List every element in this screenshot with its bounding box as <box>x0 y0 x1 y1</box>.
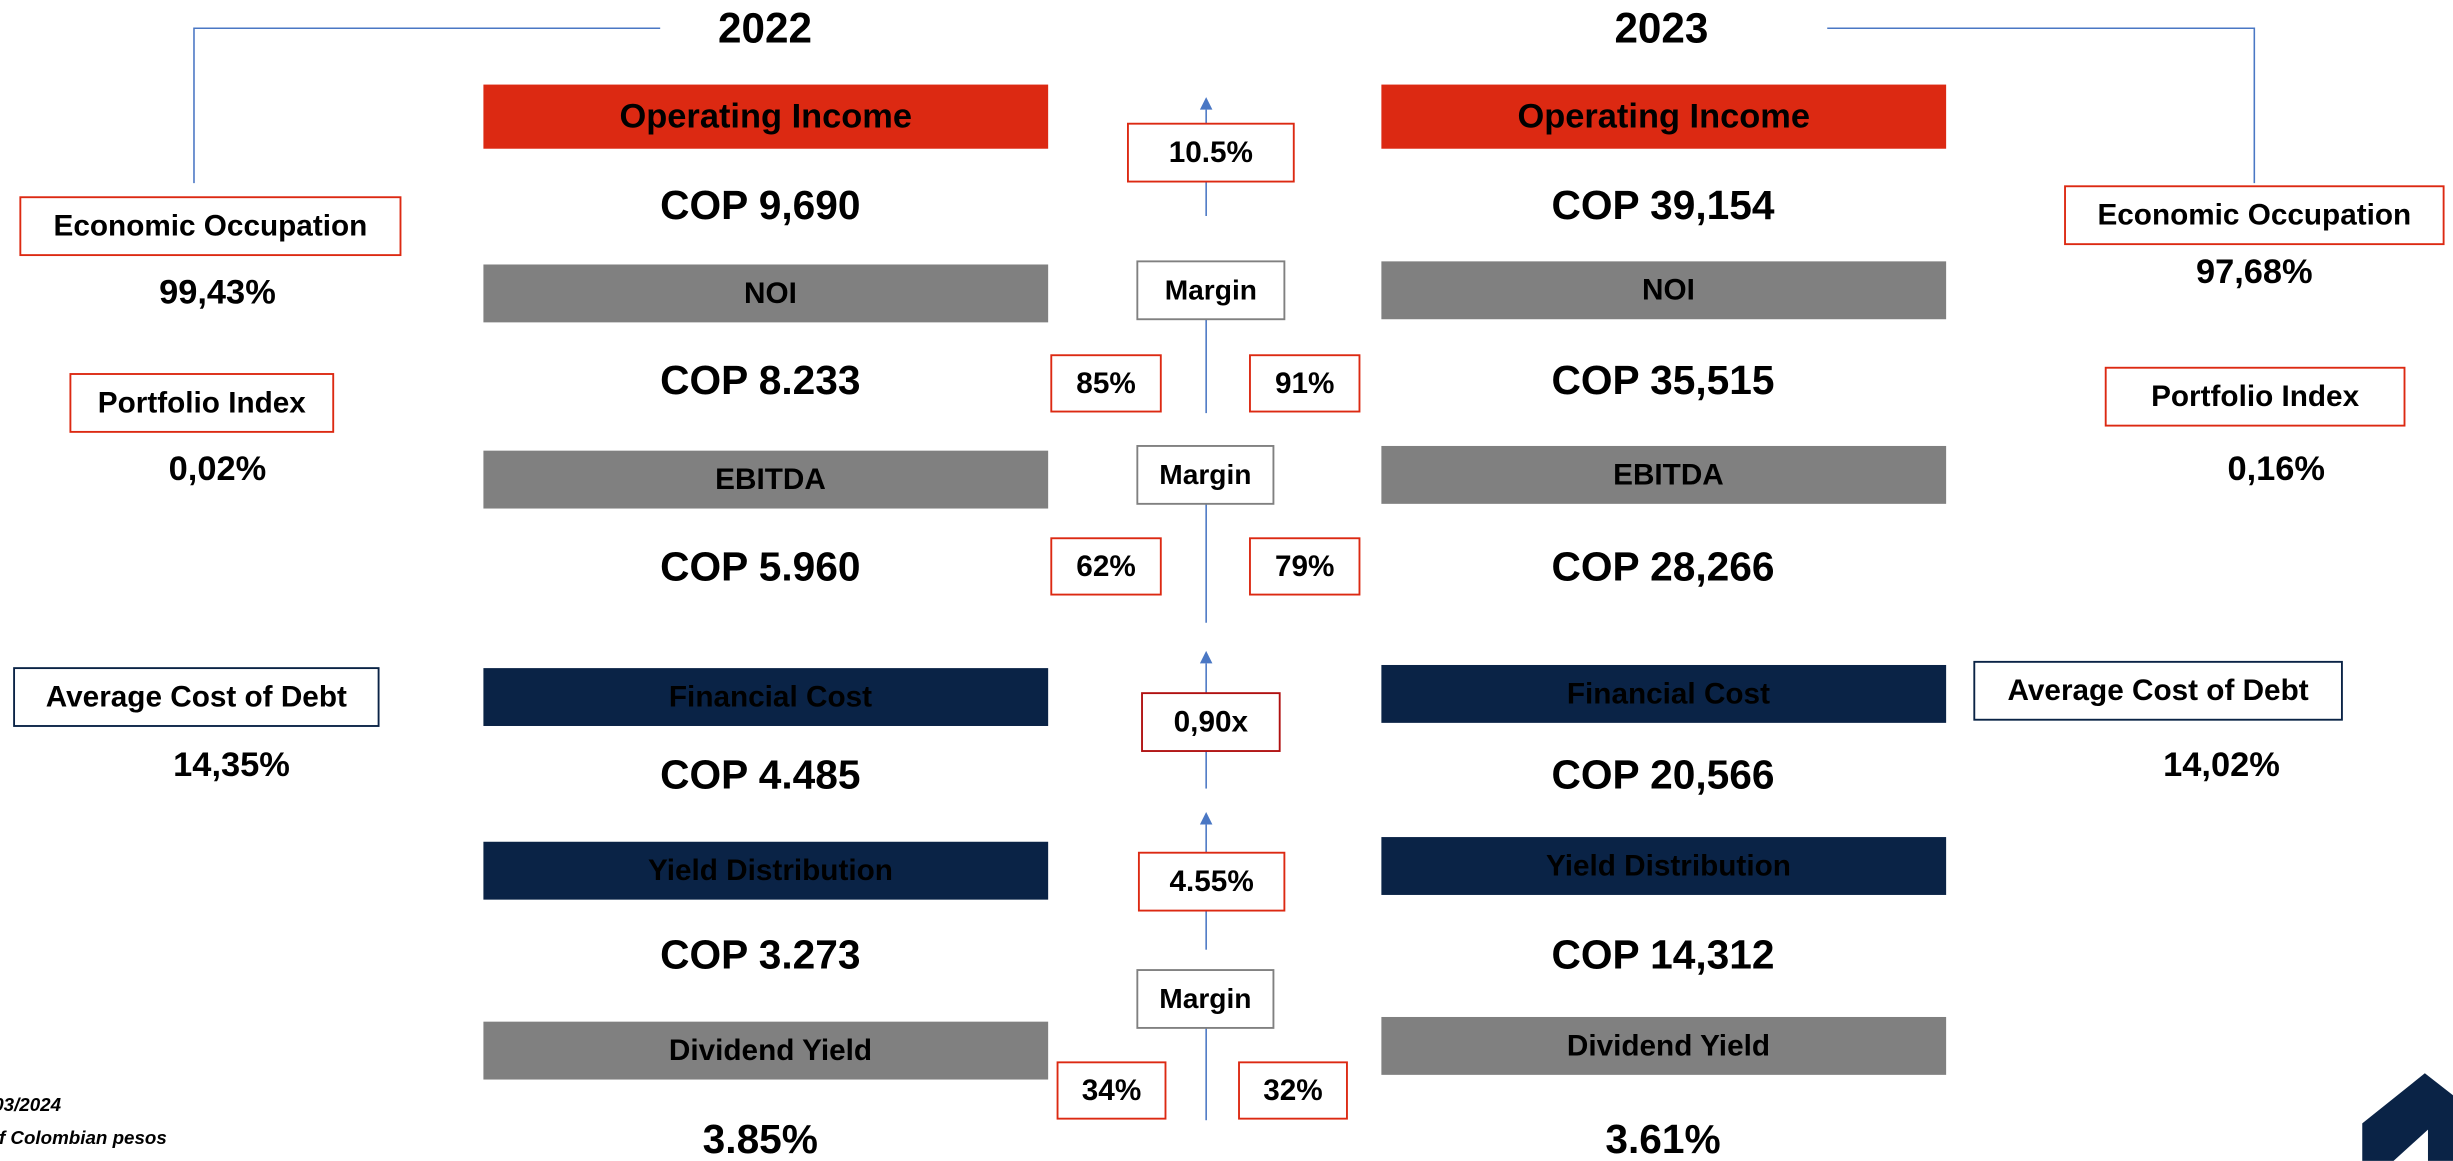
side-value: 97,68% <box>2196 253 2313 291</box>
metric-value: COP 35,515 <box>1551 357 1774 403</box>
label-box <box>1050 537 1162 596</box>
box-label: 4.55% <box>1169 865 1253 898</box>
metric-bar <box>483 668 1049 726</box>
box-label: Economic Occupation <box>2097 199 2411 232</box>
box-label: 85% <box>1076 367 1135 400</box>
metric-label: Yield Distribution <box>648 854 893 887</box>
label-box <box>1050 354 1162 413</box>
metric-bar <box>1381 664 1947 723</box>
side-value: 0,02% <box>169 450 267 488</box>
label-box <box>1137 851 1286 912</box>
label-box <box>19 196 402 257</box>
metric-bar <box>483 450 1049 509</box>
side-value: 0,16% <box>2227 450 2325 488</box>
label-box <box>1056 1061 1167 1120</box>
label-box <box>1141 692 1281 752</box>
metric-value: COP 39,154 <box>1551 182 1774 228</box>
box-label: 79% <box>1275 550 1334 583</box>
label-box <box>2064 185 2445 246</box>
label-box <box>1249 537 1361 596</box>
metric-bar <box>1381 837 1947 895</box>
side-value: 14,35% <box>173 746 290 784</box>
label-box <box>2104 366 2406 427</box>
label-box <box>1973 660 2343 721</box>
footnote: te: 31/03/2024 <box>0 1094 62 1115</box>
metric-bar <box>483 84 1049 149</box>
metric-label: Dividend Yield <box>1567 1029 1770 1062</box>
metric-bar <box>483 1021 1049 1080</box>
metric-label: NOI <box>1642 274 1695 307</box>
logo <box>2362 1073 2453 1161</box>
year-heading: 2022 <box>718 5 812 52</box>
label-box <box>1136 260 1286 321</box>
metric-value: COP 14,312 <box>1551 931 1774 977</box>
metric-label: Dividend Yield <box>669 1034 872 1067</box>
metric-bar <box>1381 84 1947 149</box>
label-box <box>13 667 380 727</box>
metric-value: COP 3.273 <box>660 931 860 977</box>
label-box <box>1127 122 1295 183</box>
arrow-head <box>1199 97 1213 110</box>
box-label: 62% <box>1076 550 1135 583</box>
connector-line <box>1827 27 2256 184</box>
box-label: Portfolio Index <box>98 386 307 419</box>
label-box <box>1136 445 1275 505</box>
metric-label: EBITDA <box>715 463 826 496</box>
box-label: Average Cost of Debt <box>46 680 347 713</box>
metric-label: Financial Cost <box>669 680 872 713</box>
metric-bar <box>483 264 1049 323</box>
metric-value: COP 9,690 <box>660 182 860 228</box>
box-label: 34% <box>1082 1074 1141 1107</box>
metric-value: 3.85% <box>703 1116 818 1161</box>
box-label: Portfolio Index <box>2151 380 2360 413</box>
box-label: 0,90x <box>1174 705 1249 738</box>
metric-bar <box>483 841 1049 900</box>
footnote: gures in millions of Colombian pesos <box>0 1127 167 1148</box>
box-label: Margin <box>1159 459 1251 490</box>
metric-bar <box>1381 261 1947 320</box>
box-label: Economic Occupation <box>54 210 368 243</box>
side-value: 99,43% <box>159 273 276 311</box>
metric-label: Operating Income <box>620 97 913 135</box>
box-label: 32% <box>1263 1074 1322 1107</box>
label-box <box>69 373 335 433</box>
label-box <box>1238 1061 1348 1120</box>
metric-value: COP 4.485 <box>660 751 860 797</box>
metric-bar <box>1381 1016 1947 1075</box>
year-heading: 2023 <box>1614 5 1708 52</box>
arrow-head <box>1199 812 1213 825</box>
side-value: 14,02% <box>2163 746 2280 784</box>
label-box <box>1136 969 1275 1029</box>
metric-value: COP 5.960 <box>660 543 860 589</box>
metric-value: COP 20,566 <box>1551 751 1774 797</box>
box-label: 91% <box>1275 367 1334 400</box>
connectors <box>193 27 2256 184</box>
metric-value: COP 8.233 <box>660 357 860 403</box>
metric-label: Yield Distribution <box>1546 849 1791 882</box>
metric-value: 3.61% <box>1605 1116 1720 1161</box>
box-label: 10.5% <box>1169 136 1253 169</box>
box-label: Margin <box>1159 983 1251 1014</box>
metric-label: NOI <box>744 277 797 310</box>
metric-label: Financial Cost <box>1567 677 1770 710</box>
box-label: Margin <box>1165 274 1257 305</box>
metric-bar <box>1381 445 1947 504</box>
arrow-head <box>1199 650 1213 664</box>
metric-label: EBITDA <box>1613 458 1724 491</box>
metric-value: COP 28,266 <box>1551 543 1774 589</box>
box-label: Average Cost of Debt <box>2008 674 2309 707</box>
label-box <box>1249 354 1361 413</box>
connector-line <box>193 27 661 184</box>
metric-label: Operating Income <box>1517 97 1810 135</box>
